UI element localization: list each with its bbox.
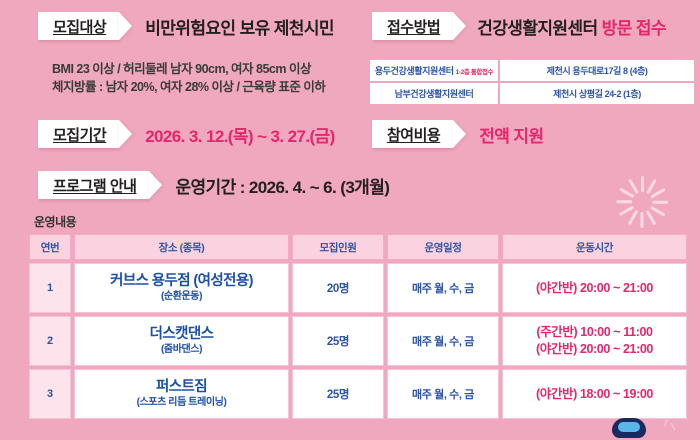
apply-headline-accent: 방문 접수 <box>601 18 667 38</box>
row-seq: 3 <box>29 369 71 419</box>
center-name: 남부건강생활지원센터 <box>394 89 474 99</box>
target-tag-label: 모집대상 <box>53 18 107 36</box>
row-schedule-value: 매주 월, 수, 금 <box>412 283 474 295</box>
apply-row: 접수방법 건강생활지원센터 방문 접수 <box>372 12 667 40</box>
row-time-line: (야간반) 20:00 ~ 21:00 <box>536 342 653 356</box>
center-name-cell: 남부건강생활지원센터 <box>370 83 498 104</box>
table-row: 1 커브스 용두점 (여성전용) (순환운동) 20명 매주 월, 수, 금 (… <box>29 263 687 313</box>
row-schedule-value: 매주 월, 수, 금 <box>412 389 474 401</box>
column-header-time: 운동시간 <box>502 234 687 260</box>
row-schedule: 매주 월, 수, 금 <box>387 369 499 419</box>
center-note: 1·2층 통합접수 <box>455 69 494 76</box>
target-criteria: BMI 23 이상 / 허리둘레 남자 90cm, 여자 85cm 이상 체지방… <box>52 60 326 96</box>
row-schedule-value: 매주 월, 수, 금 <box>412 336 474 348</box>
row-place-sub: (스포츠 리듬 트레이닝) <box>136 397 227 408</box>
target-row: 모집대상 비만위험요인 보유 제천시민 <box>38 12 335 40</box>
table-header-row: 연번 장소 (종목) 모집인원 운영일정 운동시간 <box>29 234 687 260</box>
period-tag-label: 모집기간 <box>53 126 107 144</box>
center-address: 제천시 상평길 24-2 (1층) <box>500 83 694 104</box>
tick-decoration-icon <box>662 417 678 434</box>
operation-content-label: 운영내용 <box>34 215 77 229</box>
column-header-place: 장소 (종목) <box>74 234 289 260</box>
apply-headline-plain: 건강생활지원센터 <box>477 18 602 38</box>
target-criteria-line2: 체지방률 : 남자 20%, 여자 28% 이상 / 근육량 표준 이하 <box>52 80 326 94</box>
row-time: (야간반) 18:00 ~ 19:00 <box>502 369 687 419</box>
program-tag: 프로그램 안내 <box>38 171 150 199</box>
mascot-icon <box>612 412 646 438</box>
row-schedule: 매주 월, 수, 금 <box>387 263 499 313</box>
row-place: 퍼스트짐 (스포츠 리듬 트레이닝) <box>74 369 289 419</box>
cost-value: 전액 지원 <box>479 126 544 146</box>
row-time-line: (주간반) 10:00 ~ 11:00 <box>536 325 653 339</box>
period-value: 2026. 3. 12.(목) ~ 3. 27.(금) <box>145 126 335 146</box>
apply-tag: 접수방법 <box>372 12 454 40</box>
row-quota: 20명 <box>292 263 384 313</box>
target-headline: 비만위험요인 보유 제천시민 <box>145 18 334 38</box>
row-time-line: (야간반) 18:00 ~ 19:00 <box>536 386 653 401</box>
row-time-line: (야간반) 20:00 ~ 21:00 <box>536 280 653 295</box>
row-place-main: 퍼스트짐 <box>156 379 208 395</box>
program-row: 프로그램 안내 운영기간 : 2026. 4. ~ 6. (3개월) <box>38 171 390 199</box>
row-place-sub: (순환운동) <box>160 291 203 302</box>
row-time: (주간반) 10:00 ~ 11:00 (야간반) 20:00 ~ 21:00 <box>502 316 687 366</box>
program-value: 운영기간 : 2026. 4. ~ 6. (3개월) <box>175 177 390 197</box>
row-seq: 2 <box>29 316 71 366</box>
row-quota-value: 20명 <box>326 283 350 295</box>
period-row: 모집기간 2026. 3. 12.(목) ~ 3. 27.(금) <box>38 120 335 148</box>
row-place-sub: (줌바댄스) <box>160 344 203 355</box>
target-criteria-line1: BMI 23 이상 / 허리둘레 남자 90cm, 여자 85cm 이상 <box>52 62 311 76</box>
sparkle-icon <box>612 172 672 232</box>
cost-tag-label: 참여비용 <box>387 126 441 144</box>
apply-headline: 건강생활지원센터 방문 접수 <box>477 14 666 39</box>
row-schedule: 매주 월, 수, 금 <box>387 316 499 366</box>
center-row: 남부건강생활지원센터 제천시 상평길 24-2 (1층) <box>370 83 694 104</box>
center-name-cell: 용두건강생활지원센터 1·2층 통합접수 <box>370 60 498 81</box>
period-tag: 모집기간 <box>38 120 120 148</box>
column-header-quota: 모집인원 <box>292 234 384 260</box>
row-quota-value: 25명 <box>326 389 350 401</box>
center-name: 용두건강생활지원센터 <box>374 66 454 76</box>
table-row: 3 퍼스트짐 (스포츠 리듬 트레이닝) 25명 매주 월, 수, 금 (야간반… <box>29 369 687 419</box>
row-seq: 1 <box>29 263 71 313</box>
row-place: 더스캣댄스 (줌바댄스) <box>74 316 289 366</box>
program-tag-label: 프로그램 안내 <box>53 177 137 195</box>
center-row: 용두건강생활지원센터 1·2층 통합접수 제천시 용두대로17길 8 (4층) <box>370 60 694 81</box>
cost-tag: 참여비용 <box>372 120 454 148</box>
target-tag: 모집대상 <box>38 12 120 40</box>
row-quota: 25명 <box>292 369 384 419</box>
center-address-table: 용두건강생활지원센터 1·2층 통합접수 제천시 용두대로17길 8 (4층) 남… <box>368 58 696 106</box>
table-row: 2 더스캣댄스 (줌바댄스) 25명 매주 월, 수, 금 (주간반) 10:0… <box>29 316 687 366</box>
program-table: 연번 장소 (종목) 모집인원 운영일정 운동시간 1 커브스 용두점 (여성전… <box>26 231 690 422</box>
row-quota-value: 25명 <box>326 336 350 348</box>
row-quota: 25명 <box>292 316 384 366</box>
column-header-schedule: 운영일정 <box>387 234 499 260</box>
apply-tag-label: 접수방법 <box>387 18 441 36</box>
row-place-main: 커브스 용두점 (여성전용) <box>110 273 253 289</box>
row-time: (야간반) 20:00 ~ 21:00 <box>502 263 687 313</box>
row-place-main: 더스캣댄스 <box>149 326 214 342</box>
row-place: 커브스 용두점 (여성전용) (순환운동) <box>74 263 289 313</box>
column-header-seq: 연번 <box>29 234 71 260</box>
center-address: 제천시 용두대로17길 8 (4층) <box>500 60 694 81</box>
cost-row: 참여비용 전액 지원 <box>372 120 544 148</box>
mascot-visor <box>618 422 640 432</box>
